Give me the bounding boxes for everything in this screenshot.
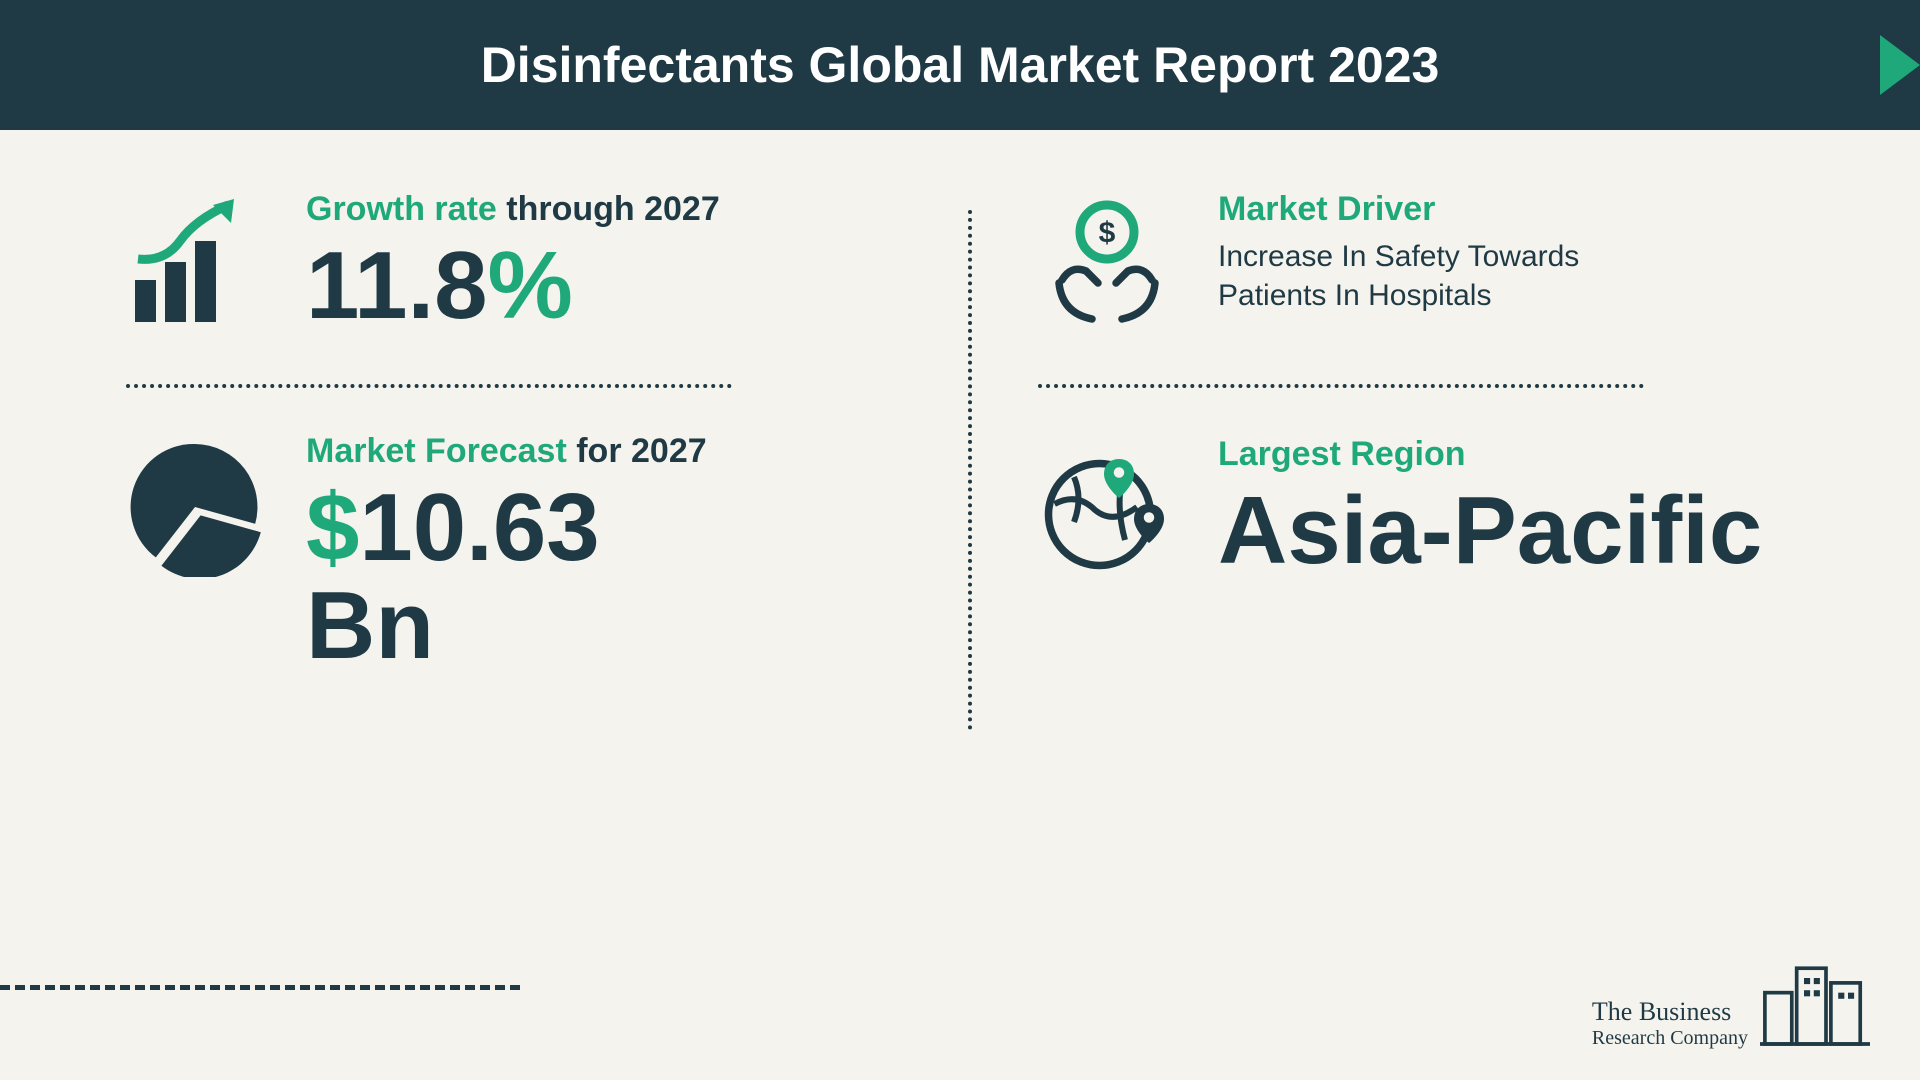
growth-block: Growth rate through 2027 11.8%: [120, 190, 928, 340]
left-column: Growth rate through 2027 11.8% Market Fo…: [120, 190, 968, 1040]
growth-value-suffix: %: [488, 232, 573, 339]
region-label: Largest Region: [1218, 435, 1762, 474]
region-value: Asia-Pacific: [1218, 482, 1762, 580]
pie-chart-icon: [120, 432, 270, 582]
driver-block: $ Market Driver Increase In Safety Towar…: [1032, 190, 1840, 340]
footer-logo: The Business Research Company: [1592, 950, 1870, 1050]
header-arrow-icon: [1880, 35, 1920, 95]
forecast-value-prefix: $: [306, 474, 359, 581]
growth-text: Growth rate through 2027 11.8%: [306, 190, 720, 335]
forecast-label: Market Forecast for 2027: [306, 432, 707, 471]
svg-text:$: $: [1099, 217, 1116, 250]
driver-text-wrap: Market Driver Increase In Safety Towards…: [1218, 190, 1658, 315]
growth-chart-icon: [120, 190, 270, 340]
growth-value: 11.8%: [306, 237, 720, 335]
forecast-value-unit: Bn: [306, 572, 434, 679]
driver-description: Increase In Safety Towards Patients In H…: [1218, 237, 1658, 315]
content-area: Growth rate through 2027 11.8% Market Fo…: [0, 130, 1920, 1080]
forecast-block: Market Forecast for 2027 $10.63Bn: [120, 432, 928, 675]
forecast-label-rest: for 2027: [567, 432, 707, 470]
region-text: Largest Region Asia-Pacific: [1218, 435, 1762, 580]
forecast-value-number: 10.63: [359, 474, 599, 581]
footer-logo-text: The Business Research Company: [1592, 997, 1748, 1050]
bottom-dashed-line: [0, 985, 520, 990]
footer-logo-line2: Research Company: [1592, 1027, 1748, 1050]
page-title: Disinfectants Global Market Report 2023: [481, 36, 1440, 94]
growth-value-number: 11.8: [306, 232, 488, 339]
forecast-value: $10.63Bn: [306, 479, 707, 675]
growth-label-rest: through 2027: [497, 190, 720, 228]
right-divider: [1038, 384, 1644, 388]
growth-label-accent: Growth rate: [306, 190, 497, 228]
hands-coin-icon: $: [1032, 190, 1182, 340]
forecast-text: Market Forecast for 2027 $10.63Bn: [306, 432, 707, 675]
globe-pins-icon: [1032, 432, 1182, 582]
forecast-label-accent: Market Forecast: [306, 432, 567, 470]
buildings-icon: [1760, 950, 1870, 1050]
right-column: $ Market Driver Increase In Safety Towar…: [972, 190, 1840, 1040]
driver-label: Market Driver: [1218, 190, 1658, 229]
left-divider: [126, 384, 732, 388]
footer-logo-line1: The Business: [1592, 997, 1748, 1027]
growth-label: Growth rate through 2027: [306, 190, 720, 229]
header-bar: Disinfectants Global Market Report 2023: [0, 0, 1920, 130]
region-block: Largest Region Asia-Pacific: [1032, 432, 1840, 582]
